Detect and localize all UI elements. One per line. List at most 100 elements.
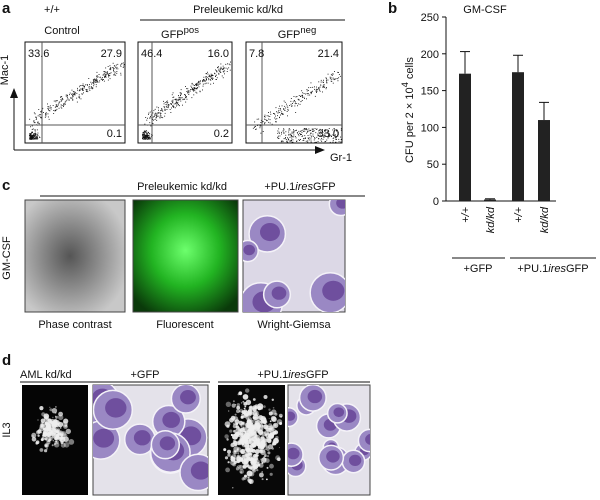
event-dot (143, 134, 145, 136)
event-dot (30, 138, 32, 140)
event-dot (152, 112, 154, 114)
event-dot (40, 117, 42, 119)
event-dot (145, 130, 147, 131)
event-dot (81, 93, 83, 95)
event-dot (316, 86, 317, 88)
event-dot (335, 78, 337, 80)
spot (46, 440, 51, 445)
spot (54, 442, 60, 448)
event-dot (338, 141, 340, 143)
event-dot (295, 101, 296, 103)
event-dot (142, 134, 144, 135)
event-dot (300, 139, 301, 140)
spot (251, 442, 257, 448)
spot (44, 449, 48, 453)
spot (44, 438, 47, 441)
spot (247, 440, 252, 445)
event-dot (309, 130, 311, 131)
event-dot (318, 133, 320, 134)
event-dot (226, 71, 228, 72)
event-dot (266, 115, 268, 117)
event-dot (297, 134, 299, 135)
spot (268, 423, 273, 428)
event-dot (296, 129, 297, 131)
event-dot (185, 86, 186, 87)
event-dot (323, 82, 324, 83)
event-dot (277, 130, 279, 132)
event-dot (36, 137, 38, 139)
event-dot (37, 132, 39, 134)
bar (512, 72, 524, 201)
event-dot (165, 106, 167, 108)
event-dot (336, 129, 337, 131)
fluorescent-image (132, 199, 239, 313)
event-dot (142, 137, 144, 138)
event-dot (216, 70, 218, 72)
spot (252, 398, 256, 401)
event-dot (297, 105, 298, 107)
x-tick-label: kd/kd (539, 206, 551, 233)
event-dot (310, 132, 311, 134)
event-dot (277, 112, 279, 114)
event-dot (299, 103, 301, 105)
event-dot (310, 136, 312, 138)
event-dot (34, 133, 36, 135)
spot (244, 442, 250, 448)
event-dot (102, 74, 104, 76)
event-dot (217, 66, 219, 68)
event-dot (76, 101, 78, 103)
event-dot (283, 129, 285, 131)
event-dot (202, 80, 204, 81)
event-dot (63, 106, 64, 107)
event-dot (72, 98, 74, 100)
event-dot (335, 141, 336, 143)
event-dot (34, 131, 36, 133)
event-dot (298, 99, 300, 101)
event-dot (116, 72, 118, 74)
spot (47, 435, 49, 437)
event-dot (289, 136, 291, 138)
event-dot (159, 112, 161, 114)
event-dot (310, 82, 312, 84)
event-dot (266, 120, 267, 122)
spot (258, 421, 260, 424)
spot (240, 402, 243, 404)
arrow-head (315, 146, 325, 154)
event-dot (103, 74, 105, 76)
spot (232, 424, 237, 429)
event-dot (205, 79, 207, 81)
spot (252, 416, 256, 420)
event-dot (29, 133, 30, 135)
event-dot (177, 102, 179, 104)
event-dot (146, 136, 148, 138)
text: GFP (278, 29, 301, 41)
event-dot (204, 81, 206, 82)
event-dot (278, 138, 280, 139)
event-dot (211, 76, 213, 78)
event-dot (175, 103, 177, 105)
spot (256, 424, 260, 428)
event-dot (48, 118, 50, 120)
event-dot (299, 132, 300, 134)
event-dot (93, 81, 95, 83)
event-dot (258, 118, 260, 120)
cells (93, 385, 208, 492)
event-dot (146, 135, 147, 136)
event-dot (331, 80, 333, 82)
event-dot (72, 96, 74, 98)
event-dot (56, 100, 58, 102)
event-dot (300, 101, 302, 102)
event-dot (304, 130, 306, 132)
spot (243, 410, 250, 417)
text: +PU.1 (257, 369, 288, 381)
event-dot (328, 133, 329, 135)
event-dot (103, 71, 105, 72)
event-dot (294, 103, 296, 105)
event-dot (314, 137, 316, 139)
event-dot (279, 117, 280, 119)
spot (251, 425, 253, 427)
event-dot (66, 95, 68, 97)
event-dot (37, 122, 38, 124)
event-dot (212, 77, 214, 79)
event-dot (210, 73, 212, 75)
